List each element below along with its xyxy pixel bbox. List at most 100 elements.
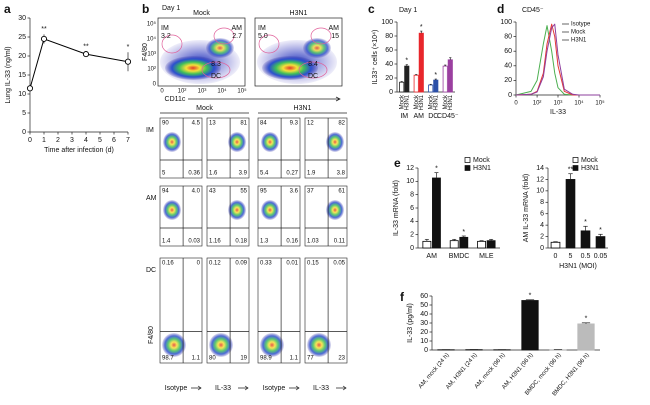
y-tick-label: 8: [410, 192, 414, 199]
gate: [258, 34, 280, 54]
y-tick-label: 30: [420, 320, 428, 327]
quadrant-value: 4.0: [192, 189, 201, 195]
quadrant-value: 1.03: [307, 239, 319, 245]
x-tick-label: 0: [160, 89, 164, 95]
flow-density: [163, 200, 181, 220]
bar-label: H3N1: [404, 94, 410, 110]
y-tick-label: 10: [406, 178, 414, 185]
significance: *: [584, 219, 587, 226]
bar: [399, 81, 405, 93]
y-tick-label: 40: [420, 311, 428, 318]
bar: [577, 323, 595, 351]
quadrant-value: 1.16: [209, 239, 221, 245]
y-tick-label: 2: [540, 233, 544, 240]
quadrant-value: 4.5: [192, 121, 201, 127]
y-tick-label: 60: [385, 47, 393, 54]
flow-density: [261, 132, 279, 152]
y-tick-label: 0: [424, 347, 428, 354]
axis-arrow: [336, 385, 347, 391]
x-tick-label: 10⁵: [595, 100, 605, 107]
bar: [449, 240, 459, 249]
group-label: Mock: [196, 105, 213, 112]
x-tick-label: 1: [42, 137, 46, 144]
y-tick-label: 10: [536, 188, 544, 195]
legend-label: H3N1: [571, 38, 587, 44]
stain-label: IL-33: [215, 385, 231, 392]
y-tick-label: 6: [410, 205, 414, 212]
y-tick-label: 14: [536, 165, 544, 172]
quadrant-value: 5.4: [260, 171, 269, 177]
flow-density: [260, 333, 284, 357]
flow-density: [206, 38, 234, 58]
legend-swatch: [464, 165, 471, 171]
point: [40, 35, 48, 42]
quadrant-value: 1.4: [162, 239, 171, 245]
quadrant-value: 0.11: [334, 239, 346, 245]
y-tick-label: 100: [381, 19, 393, 26]
quadrant-value: 0.16: [286, 239, 298, 245]
flow-density: [163, 132, 181, 152]
gate-name: DC: [308, 73, 318, 80]
gate-name: IM: [161, 25, 169, 32]
category-label: DC: [428, 113, 438, 120]
y-tick-label: 10⁴: [147, 36, 157, 43]
gate-value: 5.0: [258, 33, 268, 40]
bar: [428, 84, 434, 93]
density-line: [515, 23, 600, 96]
bar: [432, 177, 441, 249]
quadrant-value: 0.18: [235, 239, 247, 245]
y-tick-label: 6: [540, 211, 544, 218]
significance: *: [585, 316, 588, 323]
y-tick-label: 0: [22, 129, 26, 136]
flow-density: [228, 132, 246, 152]
bar: [447, 59, 453, 93]
category-label: 0.05: [594, 253, 608, 260]
gate: [161, 34, 183, 54]
quadrant-value: 98.7: [162, 356, 174, 362]
category-label: MLE: [479, 253, 494, 260]
x-tick-label: 10⁴: [217, 88, 227, 95]
legend-label: H3N1: [473, 165, 491, 172]
quadrant-value: 1.3: [260, 239, 269, 245]
y-axis-label: IL33⁺ cells (×10⁴): [372, 30, 379, 85]
bar-label: Mock: [443, 94, 449, 109]
quadrant-value: 95: [260, 189, 267, 195]
quadrant-value: 1.6: [209, 171, 218, 177]
x-tick-label: 4: [84, 137, 88, 144]
chart-title: Day 1: [399, 7, 417, 14]
quadrant-value: 0.01: [286, 261, 298, 267]
quadrant-value: 81: [240, 121, 247, 127]
x-tick-label: 2: [56, 137, 60, 144]
stain-label: Isotype: [263, 385, 286, 392]
quadrant-value: 19: [240, 356, 247, 362]
gate: [298, 61, 328, 79]
category-label: 5: [569, 253, 573, 260]
bar: [477, 240, 486, 249]
quadrant-value: 23: [338, 356, 345, 362]
bar-label: H3N1: [419, 94, 425, 110]
density-line: [515, 23, 600, 96]
significance: *: [405, 58, 408, 65]
significance: *: [529, 293, 532, 300]
quadrant-value: 3.8: [337, 171, 346, 177]
flow-density: [209, 333, 233, 357]
x-tick-label: 10³: [198, 89, 207, 95]
quadrant-value: 0.36: [188, 171, 200, 177]
flow-density: [162, 333, 186, 357]
gate-name: IM: [258, 25, 266, 32]
quadrant-value: 0.03: [188, 239, 200, 245]
quadrant-value: 82: [338, 121, 345, 127]
y-tick-label: 20: [504, 77, 512, 84]
category-label: IM: [400, 113, 408, 120]
gate-value: 8.4: [308, 61, 318, 68]
bar: [580, 230, 591, 249]
bar: [404, 65, 410, 93]
bar: [442, 65, 448, 93]
x-tick-label: 10⁴: [574, 100, 584, 107]
category-label: 0: [554, 253, 558, 260]
quadrant-value: 0.33: [260, 261, 272, 267]
y-tick-label: 60: [420, 293, 428, 300]
quadrant-value: 5: [162, 171, 166, 177]
bar: [422, 240, 432, 249]
